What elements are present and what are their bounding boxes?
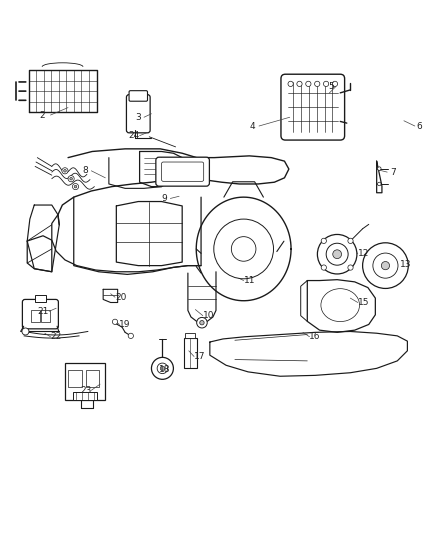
Text: 21: 21 (37, 307, 49, 316)
Bar (31, 310, 39, 322)
Text: 19: 19 (119, 320, 131, 329)
Text: 11: 11 (243, 276, 254, 285)
Bar (41, 310, 50, 322)
Circle shape (128, 333, 133, 338)
Circle shape (347, 265, 352, 270)
Text: 24: 24 (128, 131, 139, 140)
Text: 4: 4 (249, 122, 254, 131)
Circle shape (64, 169, 66, 172)
Circle shape (323, 81, 328, 86)
Circle shape (347, 238, 352, 244)
Bar (35, 295, 46, 302)
FancyBboxPatch shape (161, 162, 203, 181)
Circle shape (296, 81, 301, 86)
Circle shape (22, 328, 29, 335)
Circle shape (72, 183, 78, 190)
Text: 15: 15 (357, 298, 368, 307)
Bar (68, 370, 81, 387)
FancyBboxPatch shape (22, 300, 58, 329)
Circle shape (317, 235, 356, 274)
Circle shape (321, 238, 326, 244)
Circle shape (74, 185, 77, 188)
Circle shape (70, 177, 72, 180)
Circle shape (362, 243, 407, 288)
Text: 20: 20 (115, 293, 126, 302)
FancyBboxPatch shape (155, 157, 209, 186)
Bar (183, 338, 196, 368)
Text: 8: 8 (82, 166, 88, 175)
Circle shape (332, 250, 341, 259)
Bar (184, 333, 195, 338)
Circle shape (213, 219, 273, 279)
Circle shape (199, 320, 204, 325)
Circle shape (157, 363, 167, 374)
Bar (86, 370, 99, 387)
Circle shape (151, 357, 173, 379)
Text: 16: 16 (309, 332, 320, 341)
Circle shape (377, 167, 380, 171)
Circle shape (381, 262, 389, 270)
Circle shape (377, 182, 380, 185)
Text: 25: 25 (186, 166, 198, 175)
Text: 23: 23 (80, 386, 91, 395)
Bar (73, 392, 97, 400)
Circle shape (287, 81, 293, 86)
Circle shape (231, 237, 255, 261)
Bar (65, 363, 105, 400)
Text: 3: 3 (135, 113, 141, 122)
Text: 7: 7 (389, 167, 395, 176)
Circle shape (68, 176, 74, 182)
Text: 17: 17 (194, 352, 205, 361)
FancyBboxPatch shape (280, 74, 344, 140)
Circle shape (372, 253, 397, 278)
Text: 2: 2 (39, 110, 44, 119)
Circle shape (196, 318, 207, 328)
Text: 5: 5 (328, 82, 334, 91)
Text: 12: 12 (357, 249, 368, 258)
Text: 13: 13 (399, 260, 411, 269)
Text: 10: 10 (202, 311, 214, 320)
Circle shape (160, 366, 164, 370)
Circle shape (112, 319, 117, 325)
Text: 22: 22 (50, 332, 62, 341)
Text: 9: 9 (161, 194, 167, 203)
Circle shape (62, 168, 68, 174)
Circle shape (314, 81, 319, 86)
FancyBboxPatch shape (129, 91, 147, 101)
FancyBboxPatch shape (126, 95, 150, 133)
Circle shape (305, 81, 310, 86)
Text: 18: 18 (159, 365, 170, 374)
Text: 6: 6 (415, 122, 421, 131)
Circle shape (325, 243, 347, 265)
Circle shape (321, 265, 326, 270)
Circle shape (332, 81, 337, 86)
